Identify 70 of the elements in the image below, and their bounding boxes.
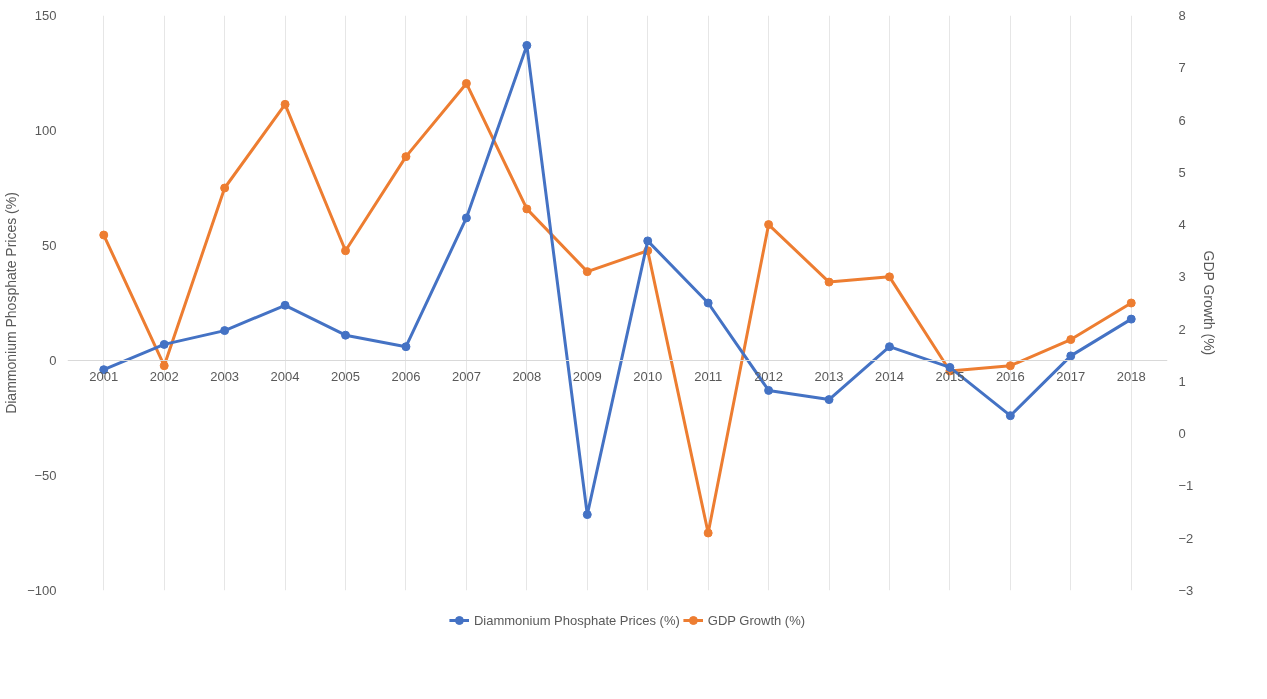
y-axis-title: Diammonium Phosphate Prices (%) bbox=[3, 192, 20, 414]
y2-tick-label: 1 bbox=[1178, 373, 1186, 389]
legend-label: GDP Growth (%) bbox=[707, 612, 806, 628]
point bbox=[703, 528, 713, 538]
x-tick-label: 2017 bbox=[1056, 368, 1086, 384]
y2-tick-label: 0 bbox=[1178, 426, 1186, 442]
x-tick-label: 2008 bbox=[512, 368, 542, 384]
x-tick-label: 2011 bbox=[694, 368, 723, 384]
point bbox=[159, 361, 169, 371]
x-tick-label: 2007 bbox=[451, 368, 481, 384]
x-tick-label: 2016 bbox=[995, 368, 1025, 384]
point bbox=[884, 272, 894, 282]
point bbox=[280, 300, 290, 310]
y2-tick-label: 7 bbox=[1178, 60, 1186, 76]
point bbox=[884, 342, 894, 352]
point bbox=[220, 326, 230, 336]
y2-tick-label: 3 bbox=[1178, 269, 1186, 285]
point bbox=[824, 277, 834, 287]
point bbox=[522, 204, 532, 214]
point bbox=[1126, 298, 1136, 308]
point bbox=[1126, 314, 1136, 324]
point bbox=[401, 152, 411, 162]
y2-axis-title: GDP Growth (%) bbox=[1201, 250, 1218, 356]
y2-tick-label: −1 bbox=[1178, 478, 1194, 494]
legend-label: Diammonium Phosphate Prices (%) bbox=[473, 612, 680, 628]
y2-tick-label: −2 bbox=[1178, 530, 1194, 546]
y2-tick-label: 4 bbox=[1178, 217, 1186, 233]
x-tick-label: 2018 bbox=[1116, 368, 1146, 384]
point bbox=[1066, 351, 1076, 361]
point bbox=[764, 385, 774, 395]
point bbox=[764, 220, 774, 230]
y-tick-label: −100 bbox=[27, 583, 57, 598]
x-tick-label: 2002 bbox=[149, 368, 179, 384]
x-tick-label: 2003 bbox=[210, 368, 240, 384]
y2-tick-label: 8 bbox=[1178, 8, 1186, 23]
x-tick-label: 2005 bbox=[331, 368, 360, 384]
y-tick-label: 0 bbox=[49, 353, 57, 368]
point bbox=[159, 339, 169, 349]
point bbox=[824, 395, 834, 405]
point bbox=[703, 298, 713, 308]
y-tick-label: 50 bbox=[42, 238, 57, 253]
point bbox=[522, 40, 532, 50]
point bbox=[341, 246, 351, 256]
point bbox=[1005, 361, 1015, 371]
point bbox=[461, 78, 471, 88]
point bbox=[582, 510, 592, 520]
x-tick-label: 2001 bbox=[89, 368, 119, 384]
y2-tick-label: −3 bbox=[1178, 583, 1194, 598]
y-tick-label: 100 bbox=[34, 123, 57, 138]
point bbox=[1066, 335, 1076, 345]
x-tick-label: 2010 bbox=[633, 368, 663, 384]
x-tick-label: 2004 bbox=[270, 368, 300, 384]
y2-tick-label: 2 bbox=[1178, 321, 1186, 337]
point bbox=[341, 330, 351, 340]
point bbox=[220, 183, 230, 193]
x-tick-label: 2014 bbox=[875, 368, 904, 384]
point bbox=[461, 213, 471, 223]
point bbox=[99, 230, 109, 240]
point bbox=[280, 99, 290, 109]
x-tick-label: 2013 bbox=[814, 368, 844, 384]
x-tick-label: 2009 bbox=[572, 368, 602, 384]
y-tick-label: −50 bbox=[34, 468, 57, 483]
point bbox=[1005, 411, 1015, 421]
y2-tick-label: 6 bbox=[1178, 112, 1186, 128]
point bbox=[582, 267, 592, 277]
y2-tick-label: 5 bbox=[1178, 164, 1186, 180]
point bbox=[643, 236, 653, 246]
y-tick-label: 150 bbox=[34, 8, 57, 23]
point bbox=[401, 342, 411, 352]
x-tick-label: 2006 bbox=[391, 368, 421, 384]
